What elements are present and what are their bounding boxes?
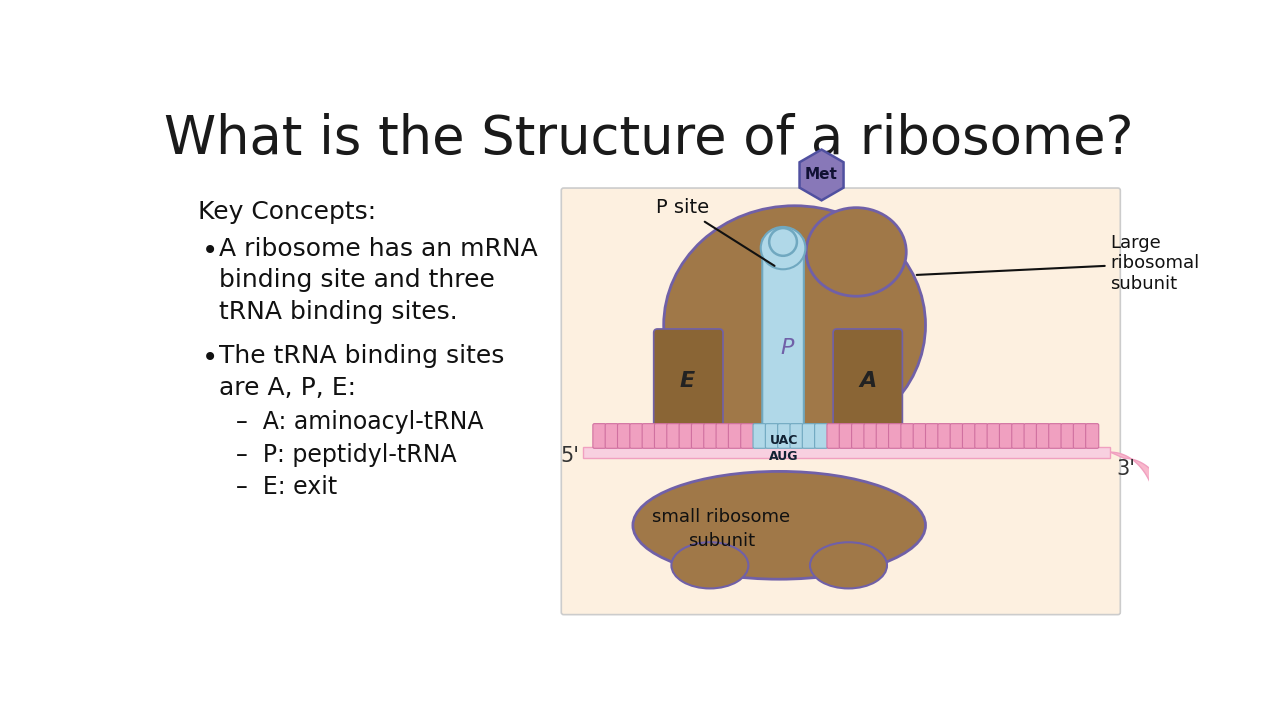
- FancyBboxPatch shape: [654, 423, 668, 449]
- FancyBboxPatch shape: [925, 423, 938, 449]
- FancyBboxPatch shape: [753, 423, 767, 449]
- FancyBboxPatch shape: [1048, 423, 1062, 449]
- FancyBboxPatch shape: [1024, 423, 1037, 449]
- FancyBboxPatch shape: [950, 423, 964, 449]
- Bar: [582, 446, 1110, 457]
- FancyBboxPatch shape: [1011, 423, 1025, 449]
- FancyBboxPatch shape: [617, 423, 631, 449]
- Text: –  E: exit: – E: exit: [237, 475, 338, 499]
- FancyBboxPatch shape: [654, 329, 723, 429]
- Text: Large
ribosomal
subunit: Large ribosomal subunit: [916, 234, 1199, 293]
- FancyBboxPatch shape: [901, 423, 914, 449]
- FancyBboxPatch shape: [667, 423, 680, 449]
- FancyBboxPatch shape: [840, 423, 852, 449]
- Ellipse shape: [632, 472, 925, 579]
- Text: P: P: [781, 338, 794, 358]
- FancyBboxPatch shape: [605, 423, 618, 449]
- FancyBboxPatch shape: [643, 423, 655, 449]
- FancyBboxPatch shape: [562, 188, 1120, 615]
- FancyBboxPatch shape: [913, 423, 927, 449]
- FancyBboxPatch shape: [1037, 423, 1050, 449]
- Polygon shape: [1110, 452, 1170, 529]
- Ellipse shape: [664, 206, 925, 444]
- FancyBboxPatch shape: [987, 423, 1000, 449]
- FancyBboxPatch shape: [814, 423, 828, 449]
- Ellipse shape: [760, 227, 805, 269]
- Text: Met: Met: [805, 168, 838, 182]
- Text: •: •: [202, 344, 218, 372]
- Text: A: A: [859, 371, 877, 390]
- Text: small ribosome
subunit: small ribosome subunit: [653, 508, 791, 550]
- Text: UAC: UAC: [769, 434, 797, 447]
- FancyBboxPatch shape: [864, 423, 877, 449]
- Text: E: E: [680, 371, 695, 390]
- Text: P site: P site: [657, 199, 774, 266]
- FancyBboxPatch shape: [680, 423, 692, 449]
- FancyBboxPatch shape: [593, 423, 605, 449]
- FancyBboxPatch shape: [765, 423, 778, 449]
- FancyBboxPatch shape: [1085, 423, 1098, 449]
- Text: Key Concepts:: Key Concepts:: [198, 200, 376, 225]
- FancyBboxPatch shape: [1061, 423, 1074, 449]
- FancyBboxPatch shape: [938, 423, 951, 449]
- FancyBboxPatch shape: [963, 423, 975, 449]
- FancyBboxPatch shape: [728, 423, 741, 449]
- Bar: [657, 429, 933, 490]
- FancyBboxPatch shape: [704, 423, 717, 449]
- Ellipse shape: [806, 207, 906, 296]
- Text: –  A: aminoacyl-tRNA: – A: aminoacyl-tRNA: [237, 410, 484, 433]
- Text: A ribosome has an mRNA
binding site and three
tRNA binding sites.: A ribosome has an mRNA binding site and …: [219, 237, 538, 324]
- FancyBboxPatch shape: [1074, 423, 1087, 449]
- Text: 5': 5': [561, 446, 579, 466]
- Ellipse shape: [672, 542, 749, 588]
- Text: What is the Structure of a ribosome?: What is the Structure of a ribosome?: [164, 113, 1133, 165]
- FancyBboxPatch shape: [975, 423, 988, 449]
- FancyBboxPatch shape: [888, 423, 901, 449]
- Ellipse shape: [810, 542, 887, 588]
- FancyBboxPatch shape: [790, 423, 803, 449]
- FancyBboxPatch shape: [833, 329, 902, 429]
- FancyBboxPatch shape: [778, 423, 791, 449]
- Polygon shape: [800, 150, 844, 200]
- FancyBboxPatch shape: [741, 423, 754, 449]
- FancyBboxPatch shape: [827, 423, 840, 449]
- Text: •: •: [202, 237, 218, 264]
- Text: The tRNA binding sites
are A, P, E:: The tRNA binding sites are A, P, E:: [219, 344, 504, 400]
- FancyBboxPatch shape: [1000, 423, 1012, 449]
- Text: AUG: AUG: [769, 450, 799, 463]
- FancyBboxPatch shape: [630, 423, 643, 449]
- FancyBboxPatch shape: [716, 423, 730, 449]
- FancyBboxPatch shape: [763, 238, 804, 446]
- Text: 3': 3': [1116, 459, 1135, 479]
- FancyBboxPatch shape: [851, 423, 865, 449]
- FancyBboxPatch shape: [691, 423, 704, 449]
- FancyBboxPatch shape: [803, 423, 815, 449]
- Text: –  P: peptidyl-tRNA: – P: peptidyl-tRNA: [237, 443, 457, 467]
- FancyBboxPatch shape: [877, 423, 890, 449]
